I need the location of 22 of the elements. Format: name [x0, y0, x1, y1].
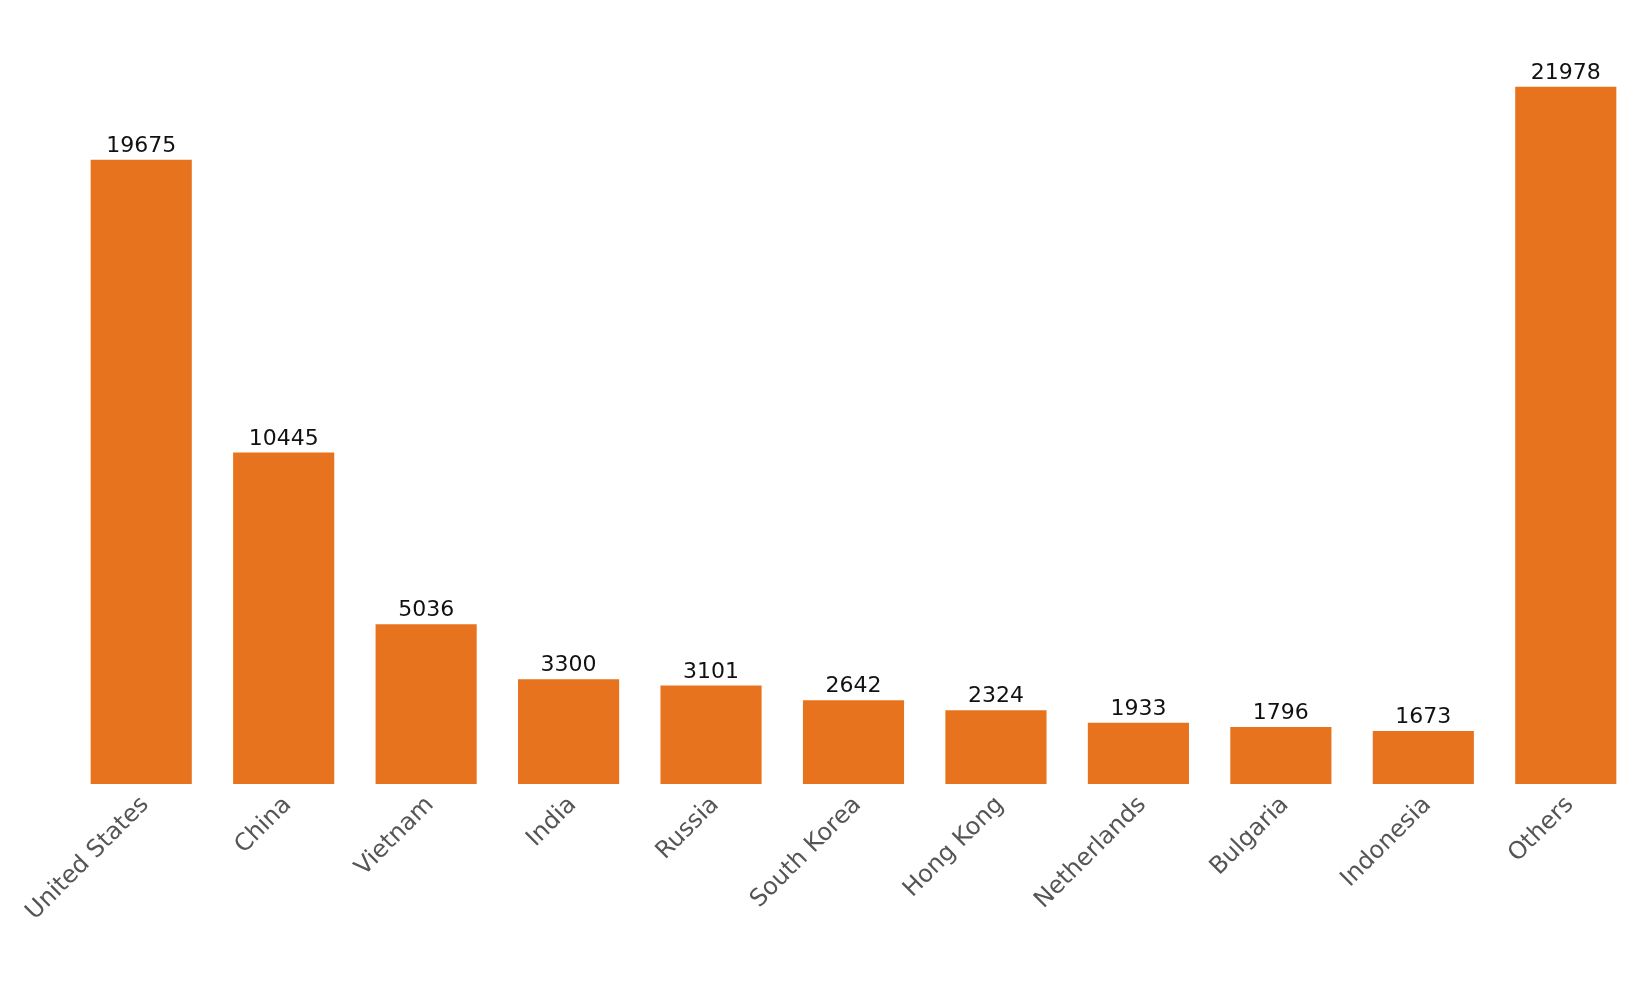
- data-label: 19675: [106, 131, 177, 157]
- bar: [518, 679, 620, 784]
- bar: [1230, 727, 1332, 784]
- data-label: 5036: [398, 596, 455, 622]
- bar: [802, 700, 905, 784]
- bar: [1372, 730, 1474, 784]
- bar: [233, 452, 335, 784]
- data-label: 3300: [540, 651, 597, 677]
- data-label: 1673: [1395, 702, 1452, 728]
- bar: [90, 159, 192, 784]
- data-label: 1933: [1110, 694, 1167, 720]
- data-label: 2324: [967, 682, 1024, 708]
- data-label: 21978: [1530, 58, 1601, 84]
- bar: [375, 624, 477, 784]
- bar: [1087, 722, 1189, 784]
- data-label: 2642: [825, 672, 882, 698]
- bar: [1515, 86, 1617, 784]
- data-label: 1796: [1252, 699, 1309, 725]
- data-label: 3101: [683, 657, 740, 683]
- bar: [945, 710, 1047, 784]
- bar: [660, 685, 762, 784]
- data-label: 10445: [248, 424, 319, 450]
